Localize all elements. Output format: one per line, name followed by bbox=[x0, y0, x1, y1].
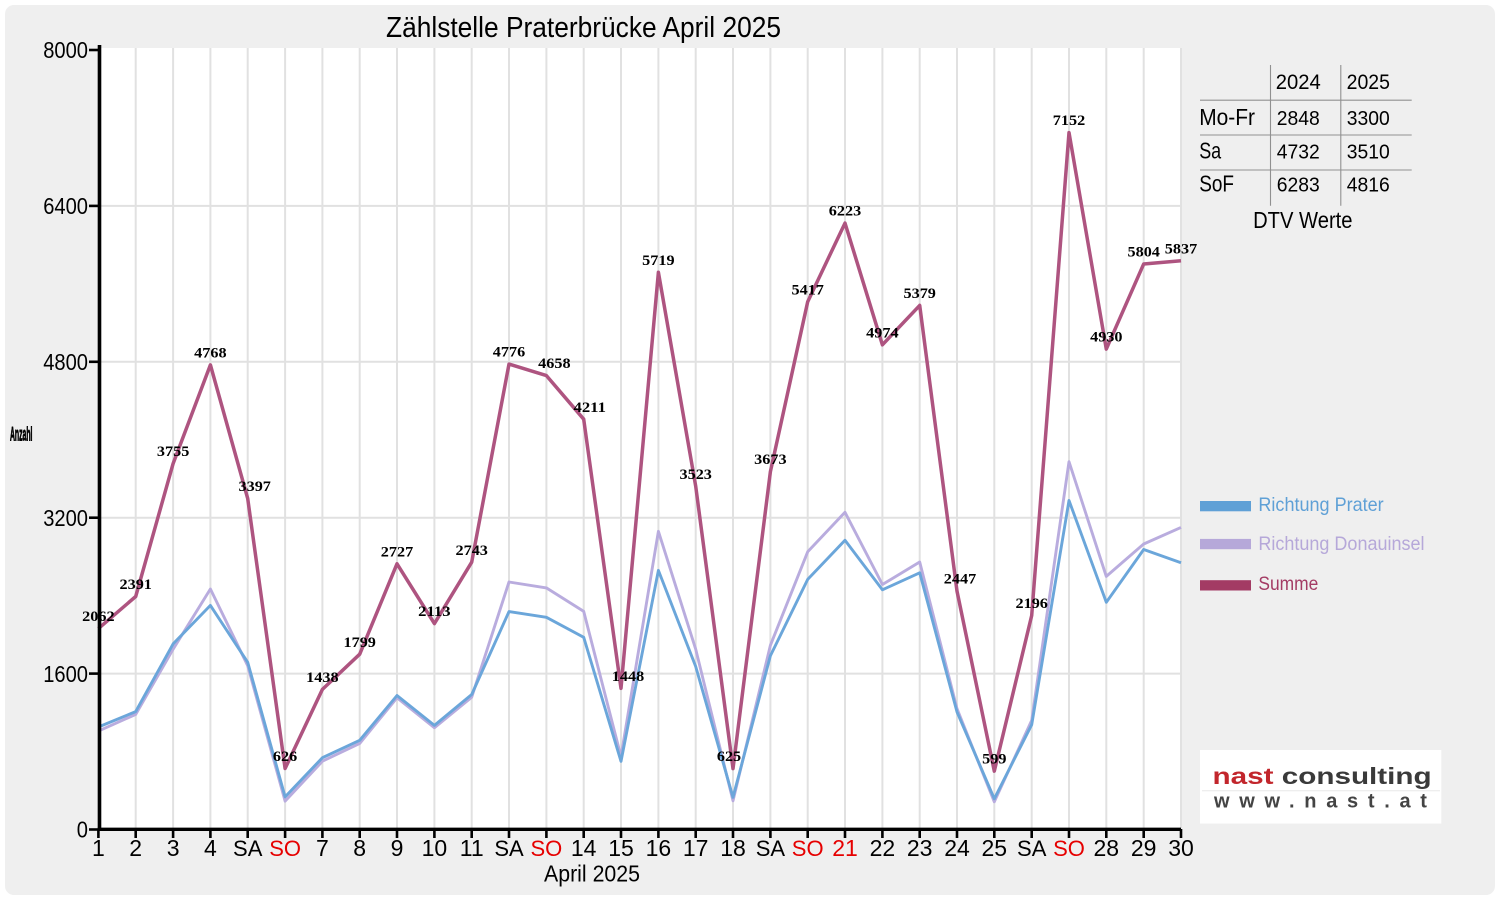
svg-text:626: 626 bbox=[273, 749, 297, 765]
svg-text:7152: 7152 bbox=[1053, 113, 1085, 129]
svg-text:4816: 4816 bbox=[1347, 175, 1390, 197]
svg-text:SA: SA bbox=[756, 836, 786, 861]
svg-text:10: 10 bbox=[422, 835, 448, 861]
svg-text:29: 29 bbox=[1131, 835, 1157, 861]
svg-text:6223: 6223 bbox=[829, 204, 861, 220]
svg-text:2024: 2024 bbox=[1276, 71, 1321, 94]
svg-text:SA: SA bbox=[494, 836, 524, 861]
svg-text:1600: 1600 bbox=[43, 661, 88, 687]
svg-text:4776: 4776 bbox=[493, 345, 525, 361]
svg-text:16: 16 bbox=[646, 835, 672, 861]
svg-text:2062: 2062 bbox=[82, 609, 114, 625]
svg-text:14: 14 bbox=[571, 835, 597, 861]
svg-text:4768: 4768 bbox=[194, 346, 226, 362]
svg-text:2196: 2196 bbox=[1016, 596, 1048, 612]
svg-text:SA: SA bbox=[1017, 836, 1047, 861]
svg-text:Richtung Prater: Richtung Prater bbox=[1258, 494, 1384, 516]
svg-text:2113: 2113 bbox=[418, 604, 450, 620]
svg-text:SO: SO bbox=[269, 836, 301, 861]
svg-text:2391: 2391 bbox=[120, 577, 152, 593]
svg-text:SO: SO bbox=[1053, 836, 1085, 861]
svg-text:8: 8 bbox=[353, 835, 366, 861]
svg-text:5804: 5804 bbox=[1128, 245, 1160, 261]
svg-text:5837: 5837 bbox=[1165, 241, 1197, 257]
svg-text:5719: 5719 bbox=[642, 253, 674, 269]
svg-text:nast consulting: nast consulting bbox=[1213, 763, 1432, 789]
svg-text:3510: 3510 bbox=[1347, 141, 1390, 163]
svg-text:22: 22 bbox=[870, 835, 896, 861]
svg-text:2447: 2447 bbox=[944, 572, 976, 588]
svg-text:4: 4 bbox=[204, 835, 217, 861]
svg-text:2743: 2743 bbox=[456, 543, 488, 559]
svg-text:2727: 2727 bbox=[381, 544, 413, 560]
svg-text:April 2025: April 2025 bbox=[544, 861, 640, 887]
svg-text:SoF: SoF bbox=[1199, 171, 1234, 197]
svg-text:3: 3 bbox=[167, 835, 180, 861]
svg-text:2848: 2848 bbox=[1277, 108, 1320, 130]
svg-text:24: 24 bbox=[944, 835, 970, 861]
svg-text:4974: 4974 bbox=[866, 325, 898, 341]
svg-text:1: 1 bbox=[92, 835, 105, 861]
svg-text:4800: 4800 bbox=[43, 349, 88, 375]
svg-text:3755: 3755 bbox=[157, 444, 189, 460]
svg-text:4930: 4930 bbox=[1090, 330, 1122, 346]
svg-text:4211: 4211 bbox=[574, 400, 606, 416]
svg-text:11: 11 bbox=[460, 835, 484, 861]
svg-text:3673: 3673 bbox=[754, 452, 786, 468]
svg-text:6400: 6400 bbox=[43, 193, 88, 219]
svg-text:Mo-Fr: Mo-Fr bbox=[1199, 104, 1255, 130]
svg-text:DTV Werte: DTV Werte bbox=[1253, 207, 1352, 233]
svg-text:17: 17 bbox=[683, 835, 709, 861]
svg-text:3200: 3200 bbox=[43, 505, 88, 531]
svg-text:25: 25 bbox=[982, 835, 1008, 861]
svg-text:0: 0 bbox=[77, 817, 88, 843]
svg-text:30: 30 bbox=[1168, 835, 1194, 861]
svg-text:18: 18 bbox=[720, 835, 746, 861]
svg-text:2025: 2025 bbox=[1347, 71, 1390, 94]
svg-text:4732: 4732 bbox=[1277, 141, 1320, 163]
svg-text:Summe: Summe bbox=[1258, 573, 1318, 595]
svg-text:23: 23 bbox=[907, 835, 933, 861]
svg-text:15: 15 bbox=[608, 835, 634, 861]
svg-text:9: 9 bbox=[391, 835, 404, 861]
svg-text:5417: 5417 bbox=[792, 282, 824, 298]
svg-text:3300: 3300 bbox=[1347, 108, 1390, 130]
svg-text:Anzahl: Anzahl bbox=[10, 425, 32, 446]
svg-text:1438: 1438 bbox=[306, 670, 338, 686]
svg-text:Sa: Sa bbox=[1199, 137, 1221, 163]
svg-text:3523: 3523 bbox=[680, 467, 712, 483]
svg-text:4658: 4658 bbox=[538, 356, 570, 372]
svg-text:2: 2 bbox=[129, 835, 142, 861]
svg-text:6283: 6283 bbox=[1277, 175, 1320, 197]
svg-text:SO: SO bbox=[792, 836, 824, 861]
svg-text:SA: SA bbox=[233, 836, 263, 861]
svg-text:8000: 8000 bbox=[43, 37, 88, 63]
svg-text:625: 625 bbox=[717, 749, 741, 765]
svg-text:599: 599 bbox=[982, 752, 1006, 768]
svg-text:www.nast.at: www.nast.at bbox=[1213, 791, 1437, 813]
svg-text:5379: 5379 bbox=[904, 286, 936, 302]
svg-text:Richtung Donauinsel: Richtung Donauinsel bbox=[1258, 533, 1424, 555]
svg-text:1799: 1799 bbox=[344, 635, 376, 651]
svg-text:21: 21 bbox=[832, 835, 858, 861]
svg-text:3397: 3397 bbox=[239, 479, 271, 495]
svg-text:28: 28 bbox=[1094, 835, 1120, 861]
svg-text:7: 7 bbox=[316, 835, 329, 861]
svg-text:Zählstelle Praterbrücke April: Zählstelle Praterbrücke April 2025 bbox=[386, 12, 781, 44]
svg-text:1448: 1448 bbox=[612, 669, 644, 685]
svg-text:SO: SO bbox=[531, 836, 563, 861]
